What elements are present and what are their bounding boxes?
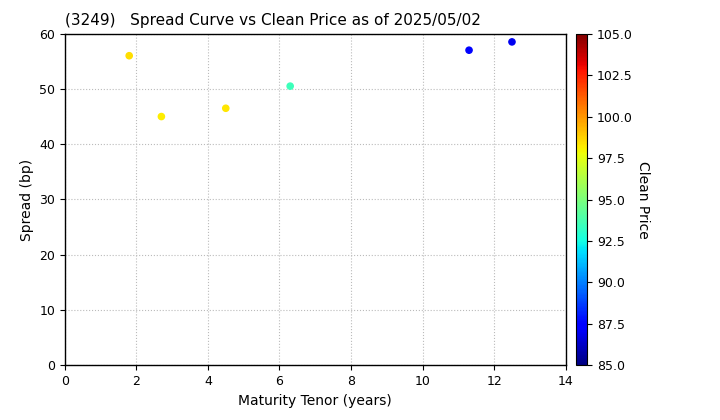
- Point: [284, 83, 296, 89]
- Y-axis label: Clean Price: Clean Price: [636, 160, 649, 239]
- Point: [463, 47, 474, 53]
- Point: [123, 52, 135, 59]
- X-axis label: Maturity Tenor (years): Maturity Tenor (years): [238, 394, 392, 408]
- Text: (3249)   Spread Curve vs Clean Price as of 2025/05/02: (3249) Spread Curve vs Clean Price as of…: [65, 13, 481, 28]
- Point: [220, 105, 232, 112]
- Point: [156, 113, 167, 120]
- Y-axis label: Spread (bp): Spread (bp): [19, 158, 34, 241]
- Point: [506, 39, 518, 45]
